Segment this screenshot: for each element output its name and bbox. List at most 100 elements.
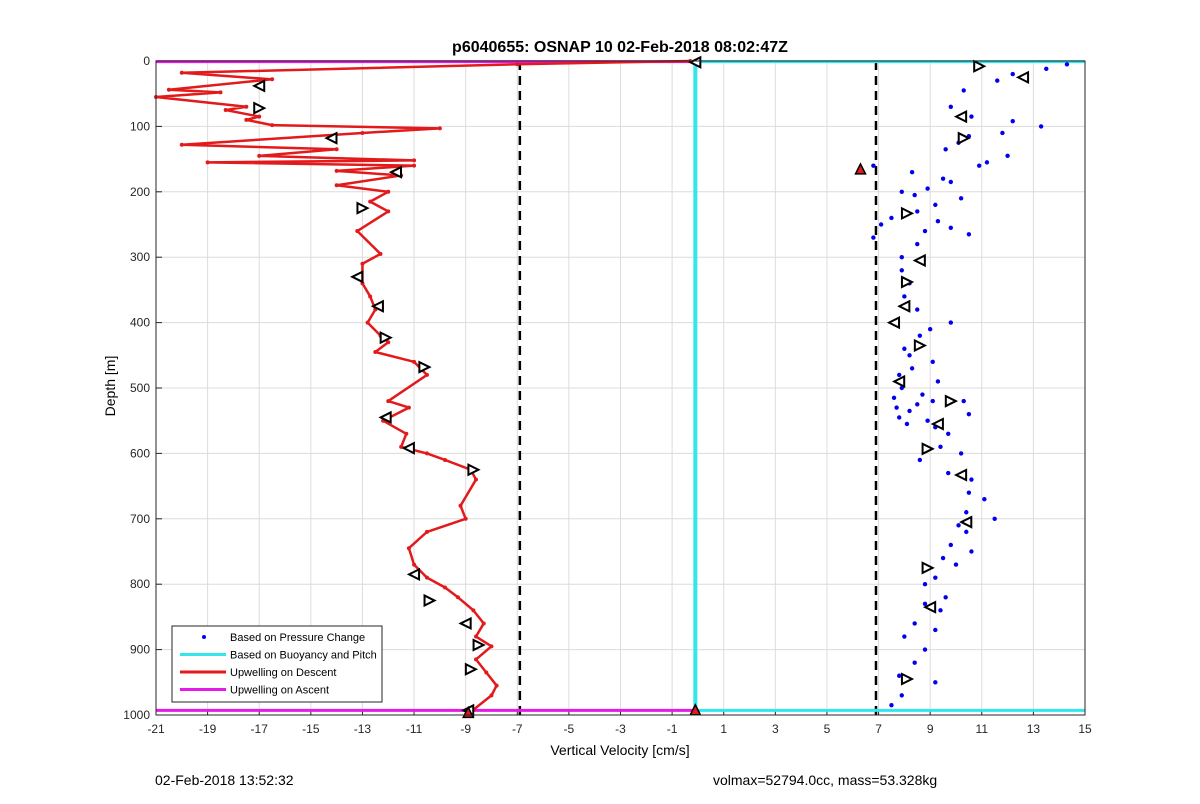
y-tick-label: 600 [130, 446, 150, 460]
y-tick-label: 500 [130, 381, 150, 395]
upwelling-descent-point [412, 359, 417, 364]
direction-marker [379, 331, 393, 345]
direction-marker [953, 109, 968, 124]
upwelling-descent-point [424, 451, 429, 456]
upwelling-descent-point [386, 209, 391, 214]
upwelling-descent-point [360, 261, 365, 266]
direction-marker [356, 201, 370, 215]
pressure-change-point [1000, 130, 1005, 136]
upwelling-descent-point [386, 340, 391, 345]
x-tick-label: 13 [1027, 722, 1041, 736]
pressure-change-point [909, 169, 915, 175]
pressure-change-point [922, 647, 928, 652]
pressure-change-point [871, 163, 876, 168]
axis-ticks: -21 -19 -17 -15 -13 -11 -9 -7 -5 -3 -1 1 3 5 7 9 11 13 150… [123, 54, 1092, 736]
upwelling-descent-point [471, 608, 476, 613]
pressure-change-point [907, 353, 912, 358]
x-tick-label: -19 [199, 722, 217, 736]
pressure-change-point [915, 209, 920, 214]
pressure-change-point [927, 326, 933, 332]
upwelling-descent-point [443, 457, 448, 462]
pressure-change-point [940, 555, 946, 561]
upwelling-descent-point [424, 575, 429, 580]
upwelling-descent-point [455, 595, 460, 600]
pressure-change-point [1044, 66, 1049, 72]
pressure-change-point [956, 523, 961, 528]
upwelling-descent-point [378, 251, 383, 256]
y-tick-label: 0 [143, 54, 150, 68]
direction-marker [953, 468, 968, 482]
pressure-change-point [902, 294, 907, 299]
pressure-change-point [946, 431, 951, 436]
pressure-change-point [904, 421, 910, 427]
x-tick-label: -1 [667, 722, 678, 736]
upwelling-descent-point [368, 294, 373, 299]
direction-marker [401, 441, 415, 455]
pressure-change-point [915, 402, 920, 407]
upwelling-descent-point [205, 160, 210, 165]
upwelling-descent-point [412, 163, 417, 168]
pressure-change-point [933, 202, 938, 208]
pressure-change-point [1005, 153, 1010, 159]
x-tick-label: 11 [976, 722, 989, 736]
upwelling-descent-point [406, 405, 411, 410]
pressure-change-point [935, 379, 941, 384]
x-tick-label: -3 [615, 722, 626, 736]
pressure-change-point [948, 320, 954, 325]
pressure-change-point [902, 346, 907, 351]
direction-marker [388, 165, 402, 179]
pressure-change-point [912, 621, 917, 626]
pressure-change-point [894, 405, 899, 410]
pressure-change-point [897, 673, 902, 678]
upwelling-descent-point [424, 529, 429, 534]
x-axis-label: Vertical Velocity [cm/s] [550, 742, 689, 758]
pressure-change-point [943, 595, 948, 600]
legend-label: Upwelling on Ascent [230, 685, 329, 697]
pressure-change-point [1064, 62, 1070, 67]
direction-marker [324, 131, 338, 145]
upwelling-descent-point [244, 104, 249, 109]
direction-markers [251, 55, 1030, 719]
upwelling-descent-point [473, 634, 478, 639]
direction-marker [900, 672, 915, 686]
legend-swatch [202, 635, 206, 639]
pressure-change-point [966, 411, 972, 417]
x-tick-label: -17 [251, 722, 269, 736]
data-series [154, 59, 1085, 712]
direction-marker [921, 442, 935, 456]
y-axis-label: Depth [m] [102, 356, 118, 417]
pressure-change-point [922, 228, 928, 234]
legend-label: Based on Pressure Change [230, 632, 365, 644]
direction-marker [900, 206, 915, 221]
y-tick-label: 700 [130, 512, 150, 526]
upwelling-descent-point [412, 562, 417, 567]
upwelling-descent-point [365, 320, 370, 325]
y-tick-label: 200 [130, 185, 150, 199]
direction-marker [897, 299, 911, 313]
upwelling-descent-point [437, 126, 442, 131]
direction-marker [957, 131, 971, 145]
pressure-change-point [958, 196, 964, 201]
x-tick-label: -11 [406, 722, 423, 736]
direction-marker [688, 55, 702, 69]
direction-marker [922, 600, 937, 614]
pressure-change-point [915, 241, 920, 247]
direction-marker [423, 593, 437, 608]
pressure-change-point [943, 147, 948, 152]
pressure-change-point [935, 219, 941, 224]
pressure-change-point [902, 634, 907, 639]
chart-title: p6040655: OSNAP 10 02-Feb-2018 08:02:47Z [452, 39, 788, 56]
direction-marker [1015, 70, 1030, 84]
upwelling-descent-point [406, 546, 411, 551]
direction-marker [458, 616, 472, 631]
pressure-change-point [899, 693, 904, 698]
pressure-change-point [925, 186, 930, 191]
legend-label: Based on Buoyancy and Pitch [230, 650, 377, 662]
upwelling-descent-point [368, 199, 373, 204]
pressure-change-point [964, 510, 969, 515]
x-tick-label: -7 [512, 722, 523, 736]
pressure-change-point [948, 179, 954, 185]
pressure-change-point [878, 222, 884, 227]
direction-marker [350, 270, 364, 284]
upwelling-descent-point [484, 670, 489, 675]
